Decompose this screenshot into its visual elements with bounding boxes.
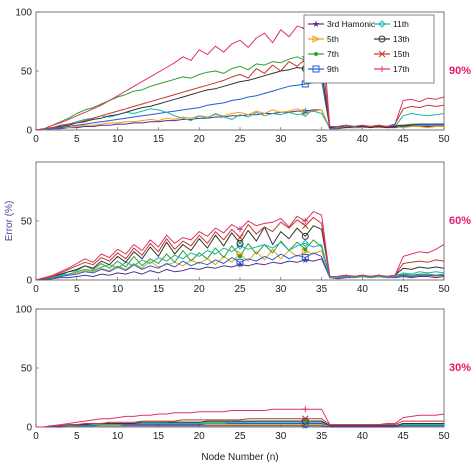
legend-entry: 5th (327, 34, 339, 44)
legend-marker (314, 52, 318, 56)
x-tick-label: 25 (234, 134, 246, 145)
x-tick-label: 50 (438, 134, 450, 145)
series-marker-5 (301, 109, 309, 118)
legend-marker: ★ (312, 20, 320, 30)
x-tick-label: 15 (153, 134, 165, 145)
legend: ★ 3rd Hamonic 5th 7th 9th 11th 13th 15th 17th (303, 14, 435, 84)
series-line-6 (35, 64, 444, 131)
series-marker-5 (236, 242, 244, 250)
panel-1-label: 90% (449, 65, 471, 77)
series-marker-7 (301, 222, 309, 230)
legend-entry: 7th (327, 49, 339, 59)
x-tick-label: 40 (357, 134, 369, 145)
x-tick-label: 25 (234, 284, 246, 295)
legend-marker (378, 20, 386, 28)
x-tick-label: 15 (153, 284, 165, 295)
legend-entry: 9th (327, 64, 339, 74)
series-marker-4 (301, 254, 309, 262)
panel-3-label: 30% (449, 362, 471, 374)
x-tick-label: 45 (398, 431, 410, 442)
x-axis-label: Node Number (n) (201, 452, 278, 463)
x-tick-label: 5 (74, 134, 80, 145)
legend-marker (312, 65, 320, 73)
x-tick-label: 50 (438, 284, 450, 295)
x-tick-label: 0 (33, 431, 39, 442)
series-marker-7 (301, 415, 309, 423)
x-tick-label: 5 (74, 431, 80, 442)
series-marker-7 (236, 234, 244, 241)
y-tick-label: 50 (21, 364, 33, 375)
x-tick-label: 45 (398, 134, 410, 145)
x-tick-label: 30 (275, 284, 287, 295)
legend-marker (378, 35, 386, 43)
x-tick-label: 10 (112, 284, 124, 295)
series-line-5 (35, 241, 445, 281)
panel-1-plot: 0 5 10 15 20 25 30 35 40 45 50 0 50 100 ★ (15, 8, 450, 146)
y-tick-label: 0 (26, 276, 32, 287)
legend-marker (312, 35, 321, 43)
x-tick-label: 20 (194, 431, 206, 442)
x-tick-label: 35 (316, 134, 328, 145)
x-tick-label: 10 (112, 134, 124, 145)
y-tick-label: 50 (21, 217, 33, 228)
x-tick-label: 35 (316, 431, 328, 442)
series-marker-8 (237, 226, 243, 233)
x-tick-label: 50 (438, 431, 450, 442)
x-tick-label: 5 (74, 284, 80, 295)
series-marker-5 (301, 239, 309, 248)
series-marker-4 (301, 419, 309, 427)
x-tick-label: 20 (194, 284, 206, 295)
y-tick-label: 100 (15, 305, 32, 316)
series-marker-8 (302, 406, 309, 413)
legend-entry: 15th (393, 49, 410, 59)
y-tick-label: 0 (26, 423, 32, 434)
legend-marker (378, 50, 386, 58)
series-line-8 (35, 19, 445, 131)
legend-entry: 13th (393, 34, 410, 44)
legend-entry: 11th (393, 19, 409, 29)
x-tick-label: 35 (316, 284, 328, 295)
legend-entry: 17th (393, 64, 410, 74)
x-tick-label: 40 (357, 431, 369, 442)
y-tick-label: 0 (26, 126, 32, 137)
series-marker-1: ★ (301, 107, 309, 117)
x-tick-label: 0 (33, 134, 39, 145)
panel-3-frame (35, 308, 445, 428)
x-tick-label: 25 (234, 431, 246, 442)
x-tick-label: 30 (275, 134, 287, 145)
series-marker-3 (303, 247, 308, 252)
x-tick-label: 0 (33, 284, 39, 295)
series-marker-8 (302, 218, 309, 224)
legend-items: ★ 3rd Hamonic 5th 7th 9th 11th 13th 15th 17th (308, 19, 410, 74)
x-tick-label: 20 (194, 134, 206, 145)
legend-entry: 3rd Hamonic (327, 19, 376, 29)
panel-2-label: 60% (449, 215, 471, 227)
x-tick-label: 15 (153, 431, 165, 442)
series-line-8 (36, 408, 445, 428)
legend-box (303, 14, 435, 84)
legend-marker (379, 66, 385, 72)
y-tick-label: 50 (21, 67, 33, 78)
x-tick-label: 10 (112, 431, 124, 442)
y-tick-label: 100 (15, 8, 32, 19)
y-axis-label: Error (%) (4, 201, 15, 242)
x-tick-label: 45 (398, 284, 410, 295)
x-tick-label: 30 (275, 431, 287, 442)
panel-2-frame (35, 161, 445, 281)
series-marker-6 (301, 232, 309, 240)
series-marker-4 (236, 258, 244, 266)
series-marker-6 (236, 239, 244, 247)
series-marker-3 (238, 254, 242, 259)
x-tick-label: 40 (357, 284, 369, 295)
